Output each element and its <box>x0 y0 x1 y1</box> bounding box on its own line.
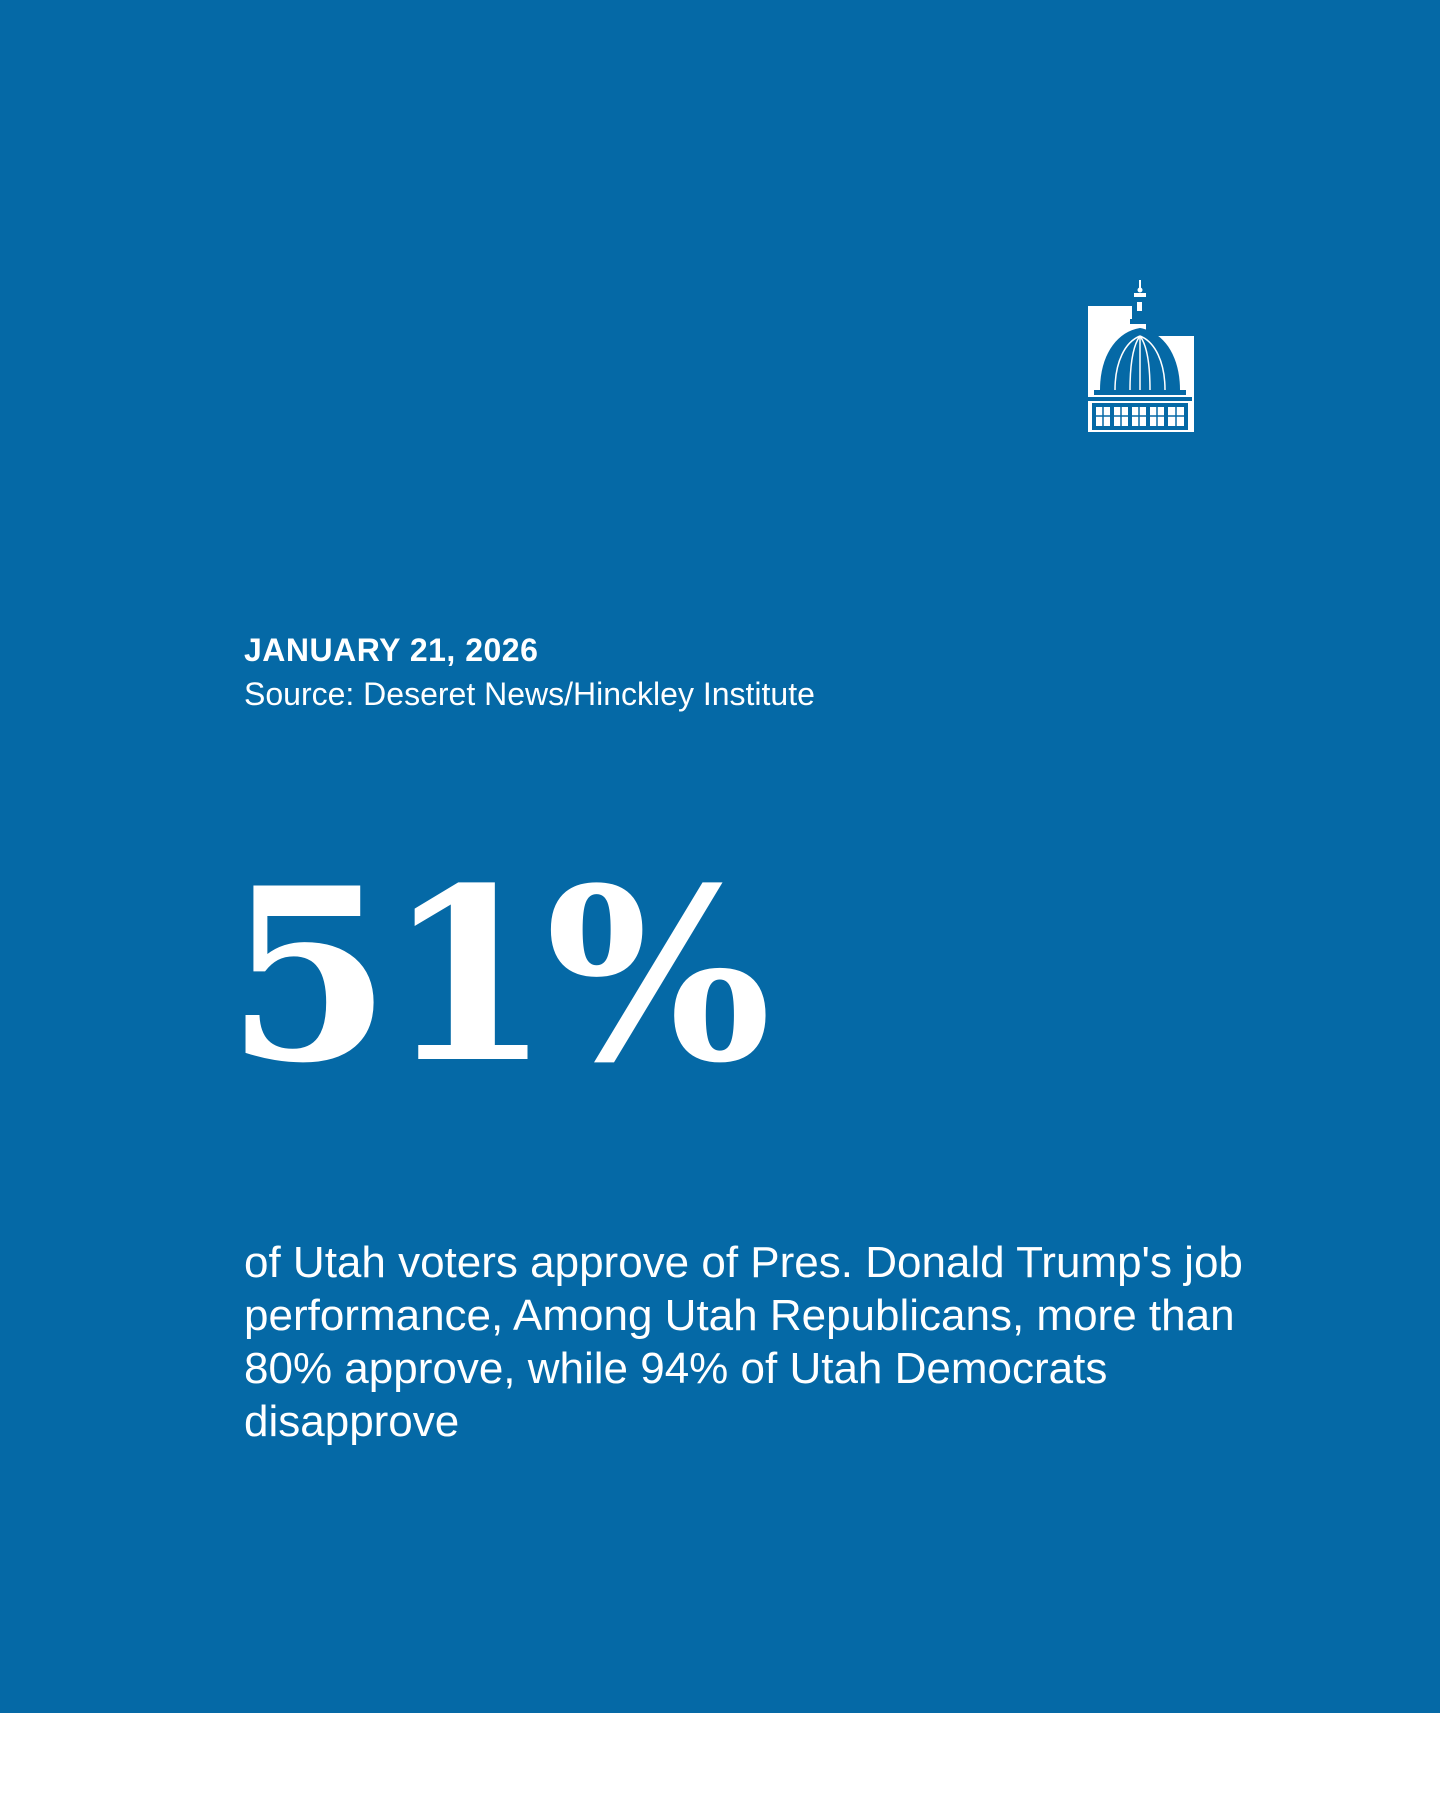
approval-percentage: 51% <box>226 837 771 1116</box>
capitol-dome-icon <box>1086 280 1196 442</box>
stat-description: of Utah voters approve of Pres. Donald T… <box>244 1238 1243 1446</box>
poll-source: Source: Deseret News/Hinckley Institute <box>244 676 815 712</box>
stat-card: JANUARY 21, 2026 Source: Deseret News/Hi… <box>0 0 1440 1713</box>
poll-date: JANUARY 21, 2026 <box>244 632 539 668</box>
